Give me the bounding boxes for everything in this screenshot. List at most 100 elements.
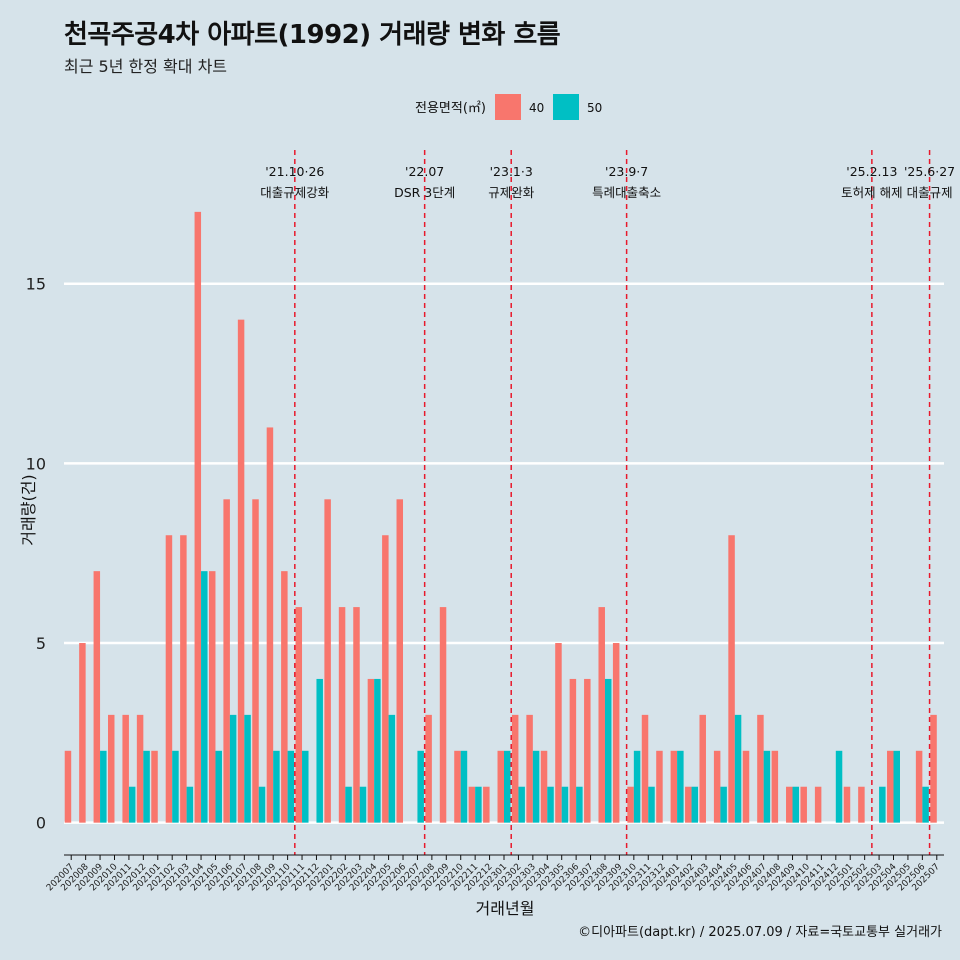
bar-40-202402 (685, 786, 692, 823)
event-lines: '21.10·26 대출규제강화 '22.07 DSR 3단계 '23.1·3 규제완화 '… (260, 150, 955, 855)
bar-40-202408 (771, 750, 779, 823)
x-axis: 2020072020082020092020102020112020122021… (45, 854, 944, 893)
legend-label-40: 40 (529, 101, 544, 115)
bar-50-202304 (547, 786, 554, 823)
bar-40-202506 (915, 750, 923, 823)
bar-50-202301 (504, 750, 511, 823)
bar-40-202307 (584, 678, 591, 823)
bar-40-202209 (439, 607, 447, 823)
bar-50-202504 (893, 750, 900, 823)
bar-50-202009 (100, 750, 107, 823)
bar-40-202111 (295, 607, 303, 823)
bar-40-202304 (540, 750, 548, 823)
bar-50-202109 (273, 750, 280, 823)
bar-50-202303 (532, 750, 540, 823)
bar-50-202503 (879, 786, 886, 823)
bar-40-202405 (728, 535, 735, 823)
bar-50-202409 (792, 786, 800, 823)
bar-40-202303 (526, 714, 533, 823)
bar-50-202305 (561, 786, 569, 823)
bar-40-202205 (382, 535, 389, 823)
event-date: '23.9·7 (605, 164, 648, 179)
bar-50-202210 (460, 750, 468, 823)
bar-50-202103 (186, 786, 194, 823)
legend-label-50: 50 (587, 101, 602, 115)
event-label: 토허제 해제 (841, 185, 902, 200)
bar-40-202501 (843, 786, 851, 823)
event-label: 대출규제 (907, 185, 953, 200)
bar-50-202204 (374, 678, 381, 823)
bar-40-202204 (367, 678, 375, 823)
bar-50-202401 (677, 750, 684, 823)
event-date: '23.1·3 (490, 164, 533, 179)
event-label: 특례대출축소 (592, 185, 661, 200)
bar-40-202101 (151, 750, 158, 823)
bar-50-202211 (475, 786, 482, 823)
bar-40-202011 (122, 714, 129, 823)
y-tick-label: 15 (26, 275, 46, 294)
bar-40-202208 (425, 714, 432, 823)
bar-40-202301 (497, 750, 504, 823)
legend-swatch-40 (495, 94, 521, 120)
bar-40-202103 (180, 535, 187, 823)
bar-40-202102 (165, 535, 173, 823)
event-label: 규제완화 (488, 185, 535, 200)
bar-40-202309 (612, 643, 620, 823)
bar-50-202311 (648, 786, 655, 823)
event-date: '21.10·26 (265, 164, 324, 179)
bar-40-202202 (338, 607, 346, 823)
bar-40-202109 (266, 427, 274, 823)
event-date: '25.6·27 (904, 164, 955, 179)
bar-50-202402 (691, 786, 699, 823)
chart-subtitle: 최근 5년 한정 확대 차트 (64, 57, 228, 76)
bar-40-202406 (742, 750, 750, 823)
bar-50-202110 (287, 750, 295, 823)
bar-40-202212 (483, 786, 490, 823)
bar-50-202302 (518, 786, 525, 823)
y-axis-title: 거래량(건) (19, 474, 38, 545)
event-label: 대출규제강화 (260, 185, 330, 200)
legend-title: 전용면적(㎡) (415, 101, 486, 116)
bar-40-202507 (930, 714, 937, 823)
bar-50-202108 (258, 786, 266, 823)
bar-40-202210 (454, 750, 461, 823)
bar-50-202112 (316, 678, 323, 823)
bar-40-202504 (887, 750, 894, 823)
bar-40-202404 (713, 750, 721, 823)
bar-40-202201 (324, 499, 331, 823)
legend: 전용면적(㎡) 40 50 (415, 94, 602, 120)
bar-50-202111 (302, 750, 309, 823)
bar-40-202308 (598, 607, 605, 823)
caption: ©디아파트(dapt.kr) / 2025.07.09 / 자료=국토교통부 실… (578, 925, 942, 940)
bar-40-202107 (237, 319, 245, 823)
bar-40-202010 (108, 714, 115, 823)
bar-50-202506 (922, 786, 929, 823)
bar-50-202205 (388, 714, 396, 823)
bar-40-202410 (800, 786, 807, 823)
bar-50-202306 (576, 786, 583, 823)
bar-50-202310 (633, 750, 641, 823)
bar-40-202104 (194, 211, 202, 823)
y-tick-label: 5 (36, 634, 46, 653)
bar-50-202102 (172, 750, 179, 823)
bar-40-202009 (93, 571, 101, 823)
bar-50-202407 (763, 750, 771, 823)
bar-40-202302 (511, 714, 519, 823)
bar-40-202206 (396, 499, 404, 823)
event-date: '22.07 (405, 164, 444, 179)
bar-40-202407 (757, 714, 764, 823)
chart-title: 천곡주공4차 아파트(1992) 거래량 변화 흐름 (64, 20, 561, 50)
legend-swatch-50 (553, 94, 579, 120)
bar-40-202008 (79, 643, 86, 823)
bar-40-202411 (814, 786, 822, 823)
bar-40-202502 (858, 786, 865, 823)
bar-50-202405 (734, 714, 742, 823)
bar-50-202105 (215, 750, 222, 823)
bar-40-202012 (136, 714, 144, 823)
bar-40-202105 (208, 571, 216, 823)
bar-40-202305 (555, 643, 562, 823)
bar-50-202011 (128, 786, 136, 823)
y-tick-label: 10 (26, 454, 46, 473)
bar-40-202311 (641, 714, 649, 823)
